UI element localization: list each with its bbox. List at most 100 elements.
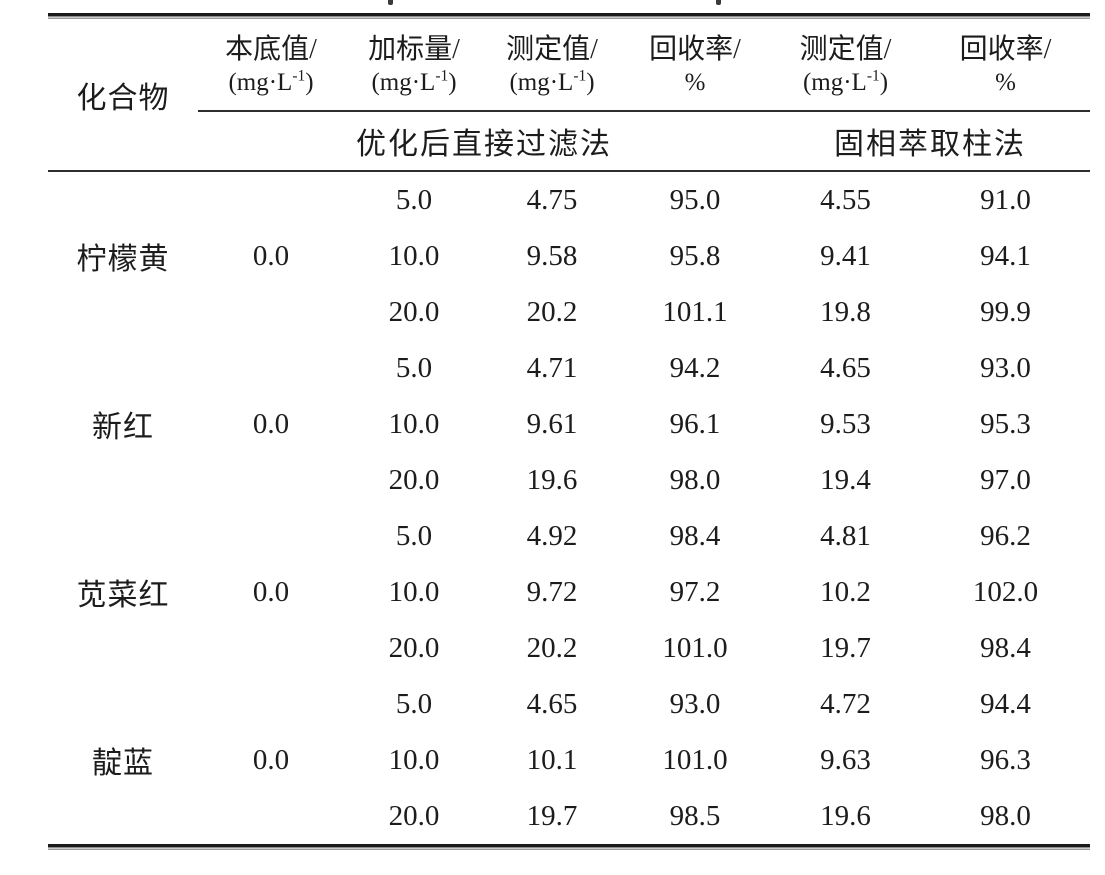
background-cell: 0.0 — [252, 575, 290, 608]
table-top-rule — [48, 13, 1090, 19]
m1-value-cell: 20.2 — [526, 631, 578, 664]
table-row: 柠檬黄 0.0 5.0 4.75 95.0 4.55 91.0 — [48, 171, 1090, 277]
m2-recovery-cell: 91.0 — [980, 183, 1031, 216]
m1-value-cell: 10.1 — [526, 743, 578, 776]
m2-recovery-cell: 99.9 — [980, 295, 1031, 328]
m2-recovery-cell: 94.4 — [980, 687, 1031, 720]
m2-value-cell: 19.7 — [820, 631, 871, 664]
unit-superscript: -1 — [573, 67, 587, 85]
m2-recovery-cell: 102.0 — [972, 575, 1039, 608]
column-header-label: 测定值/ — [506, 33, 598, 65]
unit-superscript: -1 — [292, 67, 306, 85]
column-header-label: 回收率/ — [649, 33, 741, 65]
column-header-label: 测定值/ — [799, 33, 892, 65]
table-body: 柠檬黄 0.0 5.0 4.75 95.0 4.55 91.0 10.0 9.5… — [48, 171, 1090, 844]
m1-value-cell: 4.92 — [526, 519, 578, 552]
table-row: 新红 0.0 5.0 4.71 94.2 4.65 93.0 — [48, 340, 1090, 445]
compound-cell: 柠檬黄 — [76, 243, 170, 276]
column-header-measured-2: 测定值/ (mg·L-1) — [770, 19, 921, 112]
m2-recovery-cell: 96.3 — [980, 743, 1031, 776]
background-cell: 0.0 — [252, 743, 290, 776]
column-header-background: 本底值/ (mg·L-1) — [198, 19, 344, 112]
m2-value-cell: 19.8 — [820, 295, 871, 328]
table-row: 10.0 9.72 97.2 10.2 102.0 — [48, 564, 1090, 620]
column-header-compound: 化合物 — [48, 19, 198, 172]
m1-recovery-cell: 96.1 — [669, 407, 721, 440]
unit-text: ) — [305, 68, 314, 96]
unit-text: (mg·L — [802, 68, 867, 96]
table-row: 10.0 9.61 96.1 9.53 95.3 — [48, 396, 1090, 452]
m1-value-cell: 19.7 — [526, 799, 578, 832]
m2-value-cell: 9.63 — [820, 743, 871, 776]
m2-value-cell: 10.2 — [820, 575, 871, 608]
m2-recovery-cell: 98.0 — [980, 799, 1031, 832]
m1-value-cell: 4.71 — [526, 351, 578, 384]
column-header-row: 化合物 本底值/ (mg·L-1) 加标量/ (mg·L-1) 测定值/ (mg… — [48, 19, 1090, 172]
m1-recovery-cell: 98.5 — [669, 799, 721, 832]
unit-superscript: -1 — [866, 67, 880, 85]
table-row: 靛蓝 0.0 5.0 4.65 93.0 4.72 94.4 — [48, 676, 1090, 781]
method-group-row: 优化后直接过滤法 固相萃取柱法 — [48, 111, 1090, 172]
column-header-label: 本底值/ — [225, 33, 317, 65]
m2-recovery-cell: 95.3 — [980, 407, 1031, 440]
m1-value-cell: 4.65 — [526, 687, 578, 720]
unit-text: ) — [879, 68, 889, 96]
spike-cell: 10.0 — [388, 743, 440, 776]
spike-cell: 5.0 — [395, 351, 433, 384]
unit-text: ) — [586, 68, 595, 96]
m2-recovery-cell: 98.4 — [980, 631, 1031, 664]
spike-cell: 10.0 — [388, 407, 440, 440]
m2-recovery-cell: 97.0 — [980, 463, 1031, 496]
background-cell: 0.0 — [252, 407, 290, 440]
caption-remnant-mark — [388, 0, 393, 5]
m2-value-cell: 19.4 — [820, 463, 871, 496]
m1-recovery-cell: 98.0 — [669, 463, 721, 496]
unit-text: % — [995, 68, 1016, 96]
m2-value-cell: 4.72 — [820, 687, 871, 720]
m2-value-cell: 4.55 — [820, 183, 871, 216]
spike-cell: 20.0 — [388, 631, 440, 664]
unit-text: (mg·L — [228, 68, 293, 96]
column-header-recovery-2: 回收率/ % — [921, 19, 1090, 112]
m1-recovery-cell: 101.0 — [662, 631, 728, 664]
table-header: 化合物 本底值/ (mg·L-1) 加标量/ (mg·L-1) 测定值/ (mg… — [48, 19, 1090, 172]
table-row: 10.0 9.58 95.8 9.41 94.1 — [48, 228, 1090, 284]
m1-value-cell: 4.75 — [526, 183, 578, 216]
column-header-unit: % — [620, 68, 770, 98]
m1-recovery-cell: 93.0 — [669, 687, 721, 720]
column-header-recovery-1: 回收率/ % — [620, 19, 770, 112]
m2-value-cell: 19.6 — [820, 799, 871, 832]
spike-cell: 5.0 — [395, 183, 433, 216]
background-cell: 0.0 — [252, 239, 290, 272]
column-header-unit: % — [921, 68, 1090, 98]
method-group-spe-column: 固相萃取柱法 — [770, 111, 1090, 172]
m1-value-cell: 9.72 — [526, 575, 578, 608]
compound-cell: 苋菜红 — [76, 579, 170, 612]
table-row: 20.0 20.2 101.1 19.8 99.9 — [48, 284, 1090, 340]
m1-recovery-cell: 101.1 — [662, 295, 728, 328]
m2-recovery-cell: 93.0 — [980, 351, 1031, 384]
caption-remnant-mark — [716, 0, 721, 5]
m1-value-cell: 19.6 — [526, 463, 578, 496]
compound-cell: 新红 — [92, 411, 154, 444]
column-header-spike: 加标量/ (mg·L-1) — [344, 19, 484, 112]
column-header-unit: (mg·L-1) — [484, 68, 620, 98]
m2-value-cell: 4.65 — [820, 351, 871, 384]
recovery-table: 化合物 本底值/ (mg·L-1) 加标量/ (mg·L-1) 测定值/ (mg… — [48, 19, 1090, 844]
m1-recovery-cell: 95.8 — [669, 239, 721, 272]
spike-cell: 5.0 — [395, 519, 433, 552]
recovery-table-wrap: 化合物 本底值/ (mg·L-1) 加标量/ (mg·L-1) 测定值/ (mg… — [48, 13, 1090, 850]
m2-recovery-cell: 94.1 — [980, 239, 1031, 272]
column-header-unit: (mg·L-1) — [198, 68, 344, 98]
table-row: 20.0 19.7 98.5 19.6 98.0 — [48, 788, 1090, 844]
spike-cell: 20.0 — [388, 295, 440, 328]
method-group-direct-filtration: 优化后直接过滤法 — [198, 111, 770, 172]
table-row: 苋菜红 0.0 5.0 4.92 98.4 4.81 96.2 — [48, 508, 1090, 613]
unit-text: (mg·L — [371, 68, 436, 96]
column-header-label: 加标量/ — [368, 33, 460, 65]
m1-recovery-cell: 97.2 — [669, 575, 721, 608]
m2-recovery-cell: 96.2 — [980, 519, 1031, 552]
m1-recovery-cell: 94.2 — [669, 351, 721, 384]
column-header-label: 回收率/ — [959, 33, 1052, 65]
